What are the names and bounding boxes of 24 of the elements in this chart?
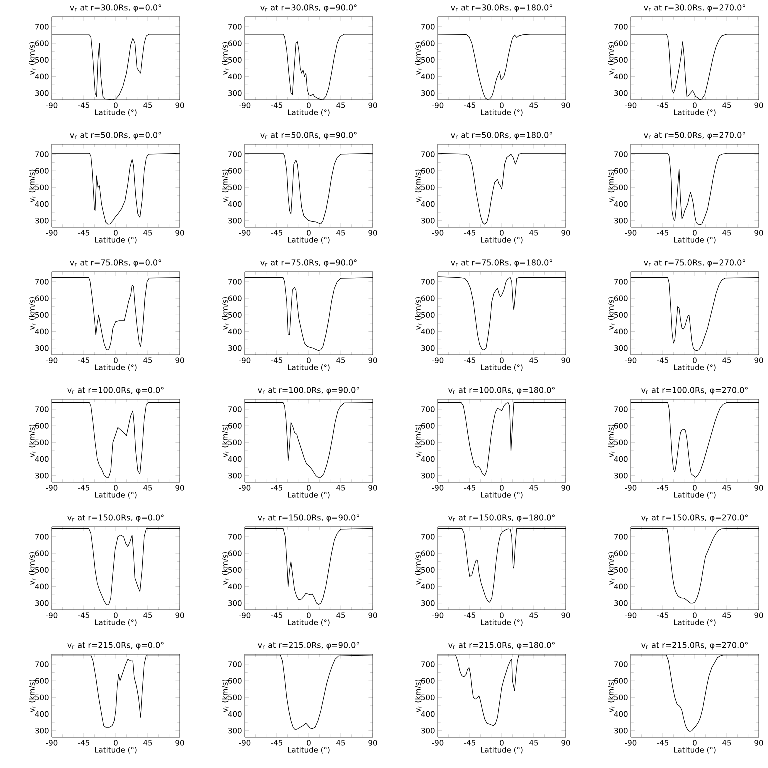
chart-title: v$_{r}$ at r=50.0Rs, φ=90.0° <box>260 132 357 140</box>
chart-title: v$_{r}$ at r=215.0Rs, φ=180.0° <box>448 642 555 650</box>
chart-title: v$_{r}$ at r=215.0Rs, φ=0.0° <box>68 642 164 650</box>
chart-title: v$_{r}$ at r=30.0Rs, φ=180.0° <box>451 4 552 12</box>
chart-title: v$_{r}$ at r=50.0Rs, φ=0.0° <box>70 132 162 140</box>
chart-title: v$_{r}$ at r=100.0Rs, φ=180.0° <box>448 387 555 395</box>
chart-title: v$_{r}$ at r=150.0Rs, φ=0.0° <box>68 514 164 522</box>
chart-title: v$_{r}$ at r=50.0Rs, φ=180.0° <box>451 132 552 140</box>
chart-title: v$_{r}$ at r=75.0Rs, φ=270.0° <box>644 260 746 268</box>
chart-title: v$_{r}$ at r=150.0Rs, φ=90.0° <box>258 514 360 522</box>
chart-title: v$_{r}$ at r=100.0Rs, φ=270.0° <box>642 387 748 395</box>
chart-title: v$_{r}$ at r=30.0Rs, φ=90.0° <box>260 4 357 12</box>
chart-title: v$_{r}$ at r=30.0Rs, φ=270.0° <box>644 4 746 12</box>
chart-title: v$_{r}$ at r=150.0Rs, φ=180.0° <box>448 514 555 522</box>
chart-title: v$_{r}$ at r=215.0Rs, φ=270.0° <box>642 642 748 650</box>
chart-title: v$_{r}$ at r=215.0Rs, φ=90.0° <box>258 642 360 650</box>
chart-title: v$_{r}$ at r=50.0Rs, φ=270.0° <box>644 132 746 140</box>
chart-title: v$_{r}$ at r=30.0Rs, φ=0.0° <box>70 4 162 12</box>
chart-title: v$_{r}$ at r=100.0Rs, φ=90.0° <box>258 387 360 395</box>
chart-title: v$_{r}$ at r=75.0Rs, φ=0.0° <box>70 260 162 268</box>
chart-title: v$_{r}$ at r=100.0Rs, φ=0.0° <box>68 387 164 395</box>
chart-title: v$_{r}$ at r=75.0Rs, φ=90.0° <box>260 260 357 268</box>
chart-title: v$_{r}$ at r=150.0Rs, φ=270.0° <box>642 514 748 522</box>
chart-title: v$_{r}$ at r=75.0Rs, φ=180.0° <box>451 260 552 268</box>
